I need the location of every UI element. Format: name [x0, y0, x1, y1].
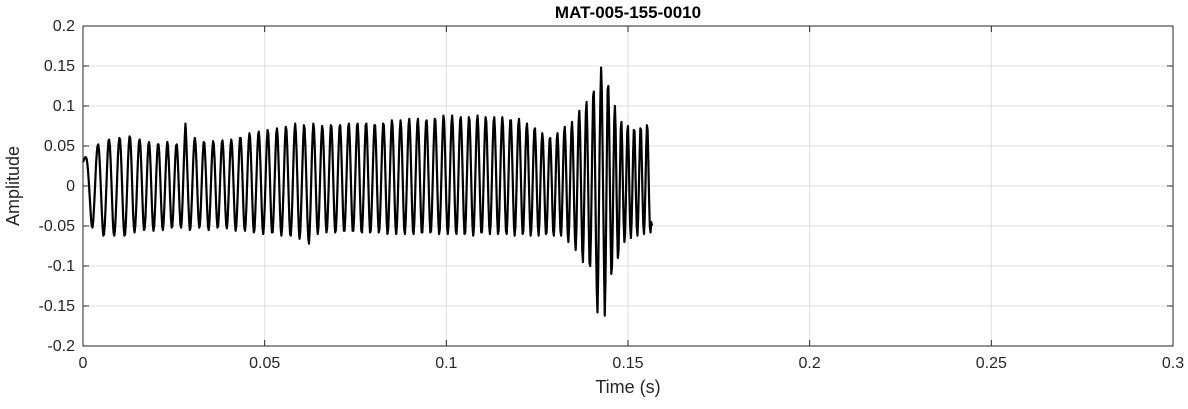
y-tick-label: 0.15 — [44, 58, 75, 75]
y-tick-label: -0.1 — [47, 258, 75, 275]
y-tick-label: 0.2 — [53, 18, 75, 35]
x-tick-label: 0.2 — [799, 355, 821, 372]
x-tick-label: 0.3 — [1162, 355, 1184, 372]
y-tick-label: -0.15 — [39, 298, 76, 315]
plot-area — [81, 66, 654, 317]
y-tick-label: -0.05 — [39, 218, 76, 235]
x-tick-label: 0.1 — [435, 355, 457, 372]
x-tick-label: 0 — [79, 355, 88, 372]
series-line-0 — [81, 66, 654, 317]
chart-title: MAT-005-155-0010 — [555, 3, 701, 22]
y-axis-label: Amplitude — [3, 146, 23, 226]
x-axis-label: Time (s) — [595, 377, 660, 397]
x-tick-label: 0.15 — [612, 355, 643, 372]
axis-ticks: 0 0.05 0.1 0.15 0.2 0.25 0.3 -0.2 -0.15 -0.1 -0.05… — [39, 18, 1185, 372]
x-tick-label: 0.25 — [976, 355, 1007, 372]
y-tick-label: -0.2 — [47, 338, 75, 355]
y-tick-label: 0 — [66, 178, 75, 195]
y-tick-label: 0.1 — [53, 98, 75, 115]
y-tick-label: 0.05 — [44, 138, 75, 155]
x-tick-label: 0.05 — [249, 355, 280, 372]
